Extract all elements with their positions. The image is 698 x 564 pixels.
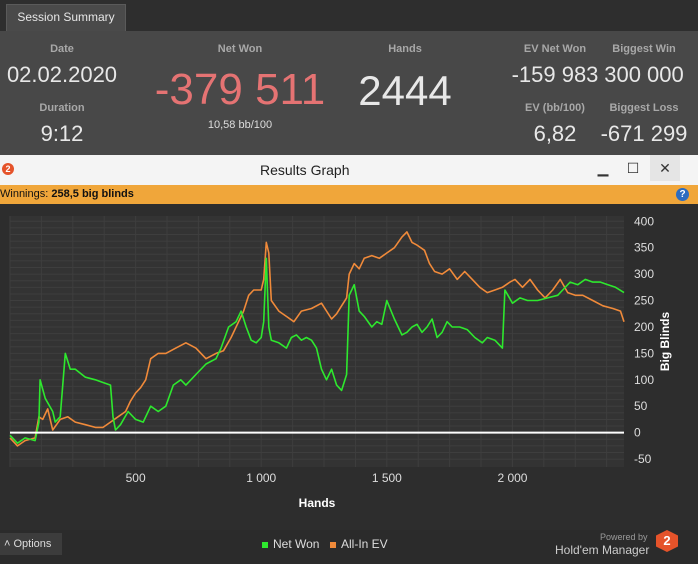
chevron-up-icon: ˄ [4,538,11,550]
y-tick-label: 250 [634,294,654,308]
x-axis-label: Hands [299,496,336,510]
y-tick-label: 100 [634,373,654,387]
options-button[interactable]: ˄ Options [0,533,62,555]
net-won-swatch [262,541,268,548]
date-label: Date [50,43,74,55]
net-won-label: Net Won [217,43,263,55]
legend-net-won[interactable]: Net Won [262,537,319,551]
brand-name: Hold'em Manager [555,543,650,557]
results-graph-window: 2 Results Graph ▁ ☐ ✕ Winnings: 258,5 bi… [0,155,698,564]
close-button[interactable]: ✕ [650,155,680,181]
maximize-button[interactable]: ☐ [626,160,640,176]
y-tick-label: 400 [634,214,654,228]
y-tick-label: 300 [634,267,654,281]
hands-label: Hands [388,43,422,55]
y-tick-label: 200 [634,320,654,334]
y-tick-label: 0 [634,426,641,440]
tab-bar: Session Summary [0,0,698,31]
ev-bb-value: 6,82 [533,121,577,146]
all-in-ev-swatch [330,541,336,548]
x-tick-label: 500 [126,471,146,485]
y-tick-label: 350 [634,241,654,255]
winnings-bar: Winnings: 258,5 big blinds ? [0,185,698,204]
x-tick-label: 1 000 [246,471,276,485]
session-summary-panel: Date 02.02.2020 Duration 9:12 Net Won -3… [0,31,698,155]
plot-area [10,216,624,467]
series-line-all-in-ev [9,231,625,447]
x-tick-label: 1 500 [372,471,402,485]
hm-brand-logo-icon: 2 [656,530,678,552]
biggest-win-label: Biggest Win [612,43,676,55]
hands-value: 2444 [358,67,452,114]
ev-net-won-label: EV Net Won [523,43,587,55]
y-tick-label: -50 [634,452,652,466]
y-tick-label: 150 [634,346,654,360]
options-label: Options [13,538,52,550]
help-icon[interactable]: ? [676,188,689,201]
window-titlebar: 2 Results Graph ▁ ☐ ✕ [0,155,698,185]
duration-value: 9:12 [40,121,84,146]
ev-net-won-value: -159 983 [511,62,599,87]
biggest-loss-value: -671 299 [600,121,688,146]
legend-all-in-ev-label: All-In EV [341,537,388,551]
biggest-loss-label: Biggest Loss [609,102,679,114]
series-line-net-won [9,257,625,444]
x-tick-label: 2 000 [497,471,527,485]
results-chart-svg: -50 0 50 100 150 200 250 300 350 400 500 1 000 1 500… [9,214,672,510]
winnings-value: 258,5 big blinds [51,188,134,200]
legend-all-in-ev[interactable]: All-In EV [330,537,388,551]
hm-logo-icon: 2 [2,163,14,175]
chart-footer: ˄ Options Net Won All-In EV Powered by H… [0,530,698,564]
ev-bb-label: EV (bb/100) [525,102,585,114]
minimize-button[interactable]: ▁ [597,160,609,176]
results-chart: -50 0 50 100 150 200 250 300 350 400 500 1 000 1 500… [0,204,698,536]
legend-net-won-label: Net Won [273,537,320,551]
date-value: 02.02.2020 [6,62,118,87]
tab-session-summary[interactable]: Session Summary [6,4,126,31]
net-won-value: -379 511 [154,65,326,114]
powered-by-text: Powered by [600,532,648,542]
window-title: Results Graph [260,162,350,178]
biggest-win-value: 300 000 [604,62,684,87]
y-axis-label: Big Blinds [658,312,672,372]
winnings-label: Winnings: [0,188,49,200]
duration-label: Duration [39,102,85,114]
bb-per-100-value: 10,58 bb/100 [207,119,273,131]
y-tick-label: 50 [634,399,648,413]
